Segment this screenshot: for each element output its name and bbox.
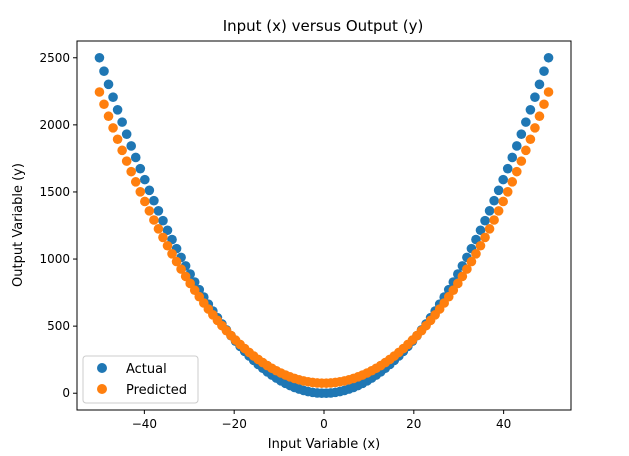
y-tick-label: 1000 — [39, 252, 70, 266]
data-point-predicted — [489, 215, 499, 225]
data-point-actual — [135, 163, 146, 174]
data-point-actual — [126, 141, 137, 151]
data-point-actual — [475, 225, 486, 236]
data-point-predicted — [457, 271, 468, 282]
data-point-predicted — [94, 87, 105, 97]
data-point-predicted — [448, 285, 459, 296]
x-tick-label: 40 — [496, 417, 511, 431]
data-point-predicted — [530, 123, 540, 133]
data-point-predicted — [511, 166, 522, 177]
data-point-predicted — [521, 145, 531, 156]
y-axis-label: Output Variable (y) — [11, 163, 26, 287]
x-axis-label: Input Variable (x) — [268, 437, 380, 452]
data-point-actual — [130, 152, 141, 163]
data-point-actual — [539, 66, 549, 76]
data-point-predicted — [471, 249, 481, 259]
data-point-actual — [498, 174, 508, 185]
data-point-predicted — [180, 271, 191, 282]
data-point-predicted — [539, 99, 549, 110]
data-point-actual — [507, 152, 518, 163]
data-point-predicted — [516, 156, 527, 166]
data-point-predicted — [108, 123, 118, 133]
data-point-actual — [530, 92, 540, 102]
data-point-actual — [489, 195, 499, 206]
y-tick-label: 500 — [47, 319, 70, 333]
legend-label-predicted: Predicted — [126, 383, 187, 398]
data-point-predicted — [140, 196, 150, 207]
data-point-predicted — [480, 232, 490, 243]
data-point-predicted — [498, 196, 508, 207]
series-predicted — [94, 87, 554, 388]
data-point-actual — [162, 225, 173, 236]
data-point-predicted — [121, 156, 132, 166]
data-point-predicted — [158, 232, 168, 243]
data-point-predicted — [525, 134, 536, 145]
data-point-actual — [121, 129, 132, 139]
data-point-predicted — [112, 134, 123, 145]
data-point-predicted — [149, 215, 159, 225]
data-point-actual — [534, 79, 545, 90]
data-point-actual — [112, 105, 123, 115]
x-tick-label: 20 — [406, 417, 421, 431]
data-point-actual — [543, 52, 554, 63]
legend-label-actual: Actual — [126, 362, 167, 377]
data-point-predicted — [117, 145, 127, 156]
data-point-actual — [94, 52, 105, 63]
data-point-actual — [502, 163, 513, 174]
data-point-predicted — [185, 278, 195, 289]
data-point-actual — [516, 129, 527, 139]
x-tick-label: −20 — [222, 417, 247, 431]
data-point-actual — [144, 185, 155, 196]
data-point-predicted — [466, 256, 477, 267]
y-tick-label: 0 — [62, 386, 70, 400]
data-point-actual — [484, 206, 495, 216]
y-tick-label: 1500 — [39, 185, 70, 199]
data-point-predicted — [167, 249, 177, 259]
data-point-predicted — [502, 187, 513, 197]
data-point-actual — [108, 92, 118, 102]
data-point-predicted — [135, 187, 146, 197]
data-point-actual — [99, 66, 109, 76]
data-point-predicted — [475, 240, 486, 251]
data-point-predicted — [103, 111, 114, 122]
data-point-actual — [149, 195, 159, 206]
data-point-predicted — [99, 99, 109, 110]
data-point-predicted — [144, 206, 155, 216]
data-point-predicted — [453, 278, 463, 289]
legend-marker-predicted — [97, 384, 107, 394]
data-point-actual — [493, 185, 504, 196]
data-point-actual — [103, 79, 114, 90]
legend-box — [82, 355, 199, 404]
data-point-predicted — [176, 264, 186, 274]
data-point-predicted — [126, 166, 137, 177]
data-point-actual — [525, 105, 536, 115]
data-point-actual — [140, 174, 150, 185]
data-point-actual — [117, 117, 127, 127]
x-tick-label: −40 — [132, 417, 157, 431]
data-point-actual — [480, 215, 490, 226]
data-point-predicted — [153, 224, 164, 234]
legend-marker-actual — [97, 363, 107, 373]
data-point-predicted — [484, 224, 495, 234]
data-point-predicted — [130, 177, 141, 187]
data-point-predicted — [543, 87, 554, 97]
data-point-predicted — [171, 256, 182, 267]
ticks-layer: −40 −20 0 20 40 0 500 1000 1500 2000 2500 — [39, 51, 511, 431]
y-tick-label: 2500 — [39, 51, 70, 65]
data-point-predicted — [493, 206, 504, 216]
data-point-actual — [511, 141, 522, 151]
data-point-actual — [158, 215, 168, 226]
data-point-actual — [153, 206, 164, 216]
data-point-predicted — [534, 111, 545, 122]
data-point-predicted — [162, 240, 173, 251]
points-layer — [94, 52, 554, 398]
chart-title: Input (x) versus Output (y) — [223, 17, 424, 35]
data-point-actual — [521, 117, 531, 127]
x-tick-label: 0 — [320, 417, 328, 431]
y-tick-label: 2000 — [39, 118, 70, 132]
data-point-predicted — [462, 264, 472, 274]
data-point-predicted — [507, 177, 518, 187]
legend: Actual Predicted — [82, 355, 199, 404]
